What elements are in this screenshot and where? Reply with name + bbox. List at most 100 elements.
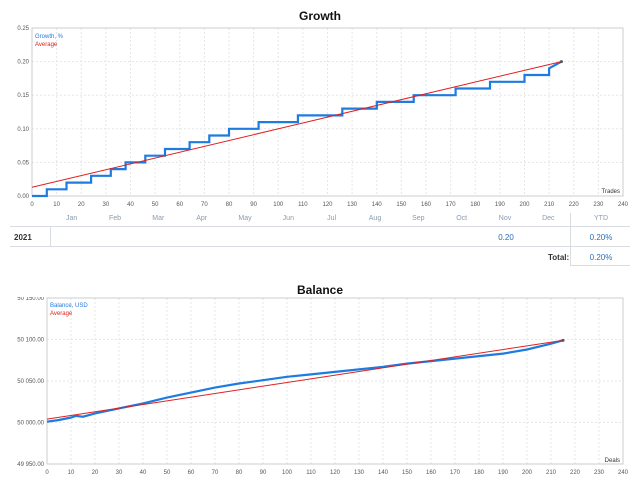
y-tick-label: 49 950.00 — [17, 462, 44, 468]
x-tick-label: 240 — [618, 470, 629, 476]
x-tick-label: 110 — [306, 470, 316, 476]
x-tick-label: 160 — [421, 202, 432, 208]
growth-chart: 0.00 0.05 0.10 0.15 0.20 0.25 0 10 20 30 40 50 60 70… — [17, 26, 628, 208]
month-header-feb: Feb — [108, 215, 122, 222]
balance-chart-title: Balance — [296, 283, 344, 297]
x-tick-label: 200 — [519, 202, 530, 208]
balance-plot-frame — [46, 297, 624, 465]
x-tick-label: 170 — [450, 470, 461, 476]
x-tick-label: 50 — [164, 470, 171, 476]
x-tick-label: 50 — [152, 202, 159, 208]
month-header-jun: Jun — [282, 215, 294, 222]
x-tick-label: 20 — [92, 470, 99, 476]
month-header-apr: Apr — [196, 215, 208, 222]
table-ytd-divider — [570, 213, 571, 266]
x-tick-label: 40 — [140, 470, 147, 476]
x-tick-label: 90 — [260, 470, 267, 476]
month-header-aug: Aug — [368, 215, 382, 222]
x-tick-label: 210 — [544, 202, 555, 208]
table-divider — [570, 265, 630, 266]
x-tick-label: 140 — [372, 202, 383, 208]
x-tick-label: 120 — [322, 202, 333, 208]
x-tick-label: 30 — [103, 202, 110, 208]
series-end-point — [559, 60, 563, 64]
y-tick-label: 50 000.00 — [17, 421, 44, 427]
x-tick-label: 20 — [78, 202, 85, 208]
month-header-oct: Oct — [456, 215, 468, 222]
growth-average-line — [31, 61, 562, 188]
x-tick-label: 210 — [546, 470, 557, 476]
x-tick-label: 180 — [470, 202, 481, 208]
x-tick-label: 130 — [347, 202, 358, 208]
x-tick-label: 200 — [522, 470, 533, 476]
y-tick-label: 50 150.00 — [17, 297, 44, 302]
x-tick-label: 100 — [282, 470, 293, 476]
total-label: Total: — [548, 253, 570, 262]
y-tick-label: 50 050.00 — [17, 379, 44, 385]
balance-legend-average: Average — [50, 311, 73, 317]
month-header-row: Jan Feb Mar Apr May Jun Jul Aug Sep Oct Nov Dec YTD — [0, 213, 640, 227]
y-tick-label: 0.15 — [17, 93, 29, 99]
x-tick-label: 0 — [45, 470, 49, 476]
x-tick-label: 70 — [201, 202, 208, 208]
table-divider — [10, 246, 630, 247]
month-header-jul: Jul — [327, 215, 337, 222]
x-tick-label: 190 — [495, 202, 506, 208]
growth-chart-title: Growth — [299, 9, 341, 23]
total-value: 0.20% — [589, 253, 613, 262]
ytd-header: YTD — [594, 215, 608, 222]
x-tick-label: 40 — [127, 202, 134, 208]
balance-chart: 49 950.00 50 000.00 50 050.00 50 100.00 50 1… — [17, 297, 629, 476]
x-tick-label: 220 — [569, 202, 580, 208]
y-tick-label: 0.00 — [17, 194, 29, 200]
x-tick-label: 180 — [474, 470, 485, 476]
x-tick-label: 60 — [176, 202, 183, 208]
x-tick-label: 190 — [498, 470, 509, 476]
balance-series-line — [46, 339, 564, 423]
x-tick-label: 160 — [426, 470, 437, 476]
x-tick-label: 230 — [593, 202, 604, 208]
balance-x-unit: Deals — [605, 458, 620, 464]
x-tick-label: 230 — [594, 470, 605, 476]
x-tick-label: 10 — [53, 202, 60, 208]
month-value-nov: 0.20 — [498, 233, 514, 242]
x-tick-label: 60 — [188, 470, 195, 476]
table-divider — [10, 226, 630, 227]
x-tick-label: 10 — [68, 470, 75, 476]
x-tick-label: 70 — [212, 470, 219, 476]
y-tick-label: 0.20 — [17, 60, 29, 66]
balance-legend-series: Balance, USD — [50, 303, 88, 309]
x-tick-label: 150 — [396, 202, 407, 208]
growth-plot-frame — [31, 27, 624, 197]
x-tick-label: 0 — [30, 202, 34, 208]
growth-legend-series: Growth, % — [35, 34, 64, 40]
x-tick-label: 110 — [298, 202, 308, 208]
growth-legend-average: Average — [35, 42, 58, 48]
x-tick-label: 80 — [236, 470, 243, 476]
ytd-value: 0.20% — [589, 233, 613, 242]
table-col-divider — [50, 226, 51, 246]
x-tick-label: 100 — [273, 202, 284, 208]
balance-average-line — [46, 339, 564, 420]
month-header-may: May — [238, 215, 252, 222]
x-tick-label: 150 — [402, 470, 413, 476]
month-header-mar: Mar — [152, 215, 165, 222]
month-header-dec: Dec — [542, 215, 555, 222]
month-header-nov: Nov — [498, 215, 512, 222]
x-tick-label: 80 — [226, 202, 233, 208]
x-tick-label: 90 — [250, 202, 257, 208]
x-tick-label: 140 — [378, 470, 389, 476]
y-tick-label: 0.25 — [17, 26, 29, 32]
year-cell: 2021 — [14, 233, 32, 242]
y-tick-label: 50 100.00 — [17, 338, 44, 344]
y-tick-label: 0.05 — [17, 160, 29, 166]
x-tick-label: 130 — [354, 470, 365, 476]
growth-x-unit: Trades — [602, 189, 620, 195]
x-tick-label: 220 — [570, 470, 581, 476]
x-tick-label: 170 — [446, 202, 457, 208]
x-tick-label: 30 — [116, 470, 123, 476]
month-header-sep: Sep — [412, 215, 425, 222]
x-tick-label: 120 — [330, 470, 341, 476]
series-end-point — [561, 338, 565, 342]
growth-series-line — [32, 60, 562, 198]
